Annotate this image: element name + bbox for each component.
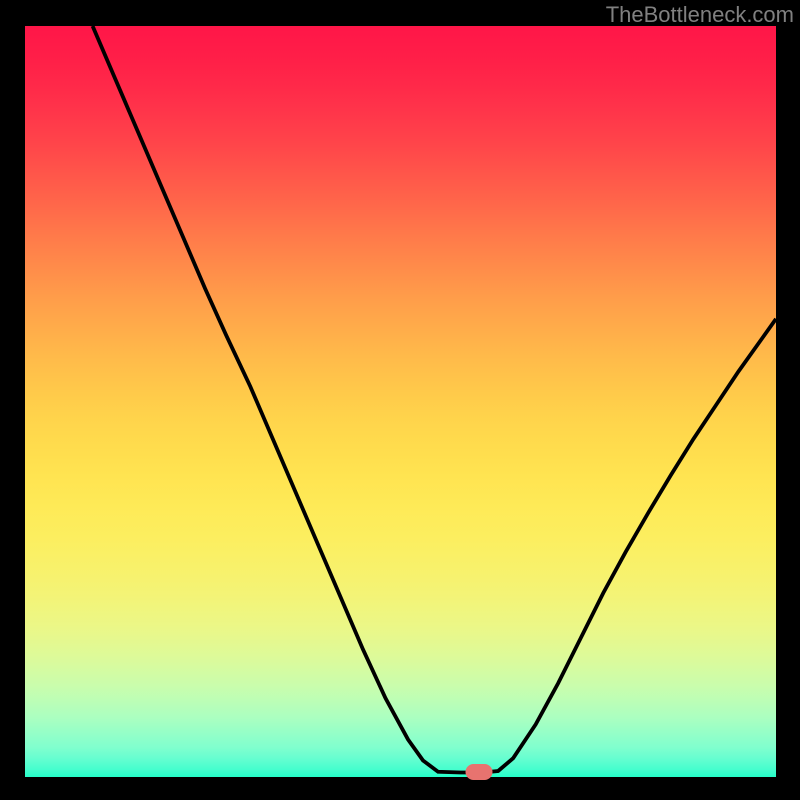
bottleneck-curve [93,26,776,772]
optimal-point-marker [466,764,493,780]
bottleneck-curve-svg [25,26,776,777]
chart-frame: TheBottleneck.com [0,0,800,800]
plot-area [25,26,776,777]
attribution-watermark: TheBottleneck.com [606,2,794,28]
